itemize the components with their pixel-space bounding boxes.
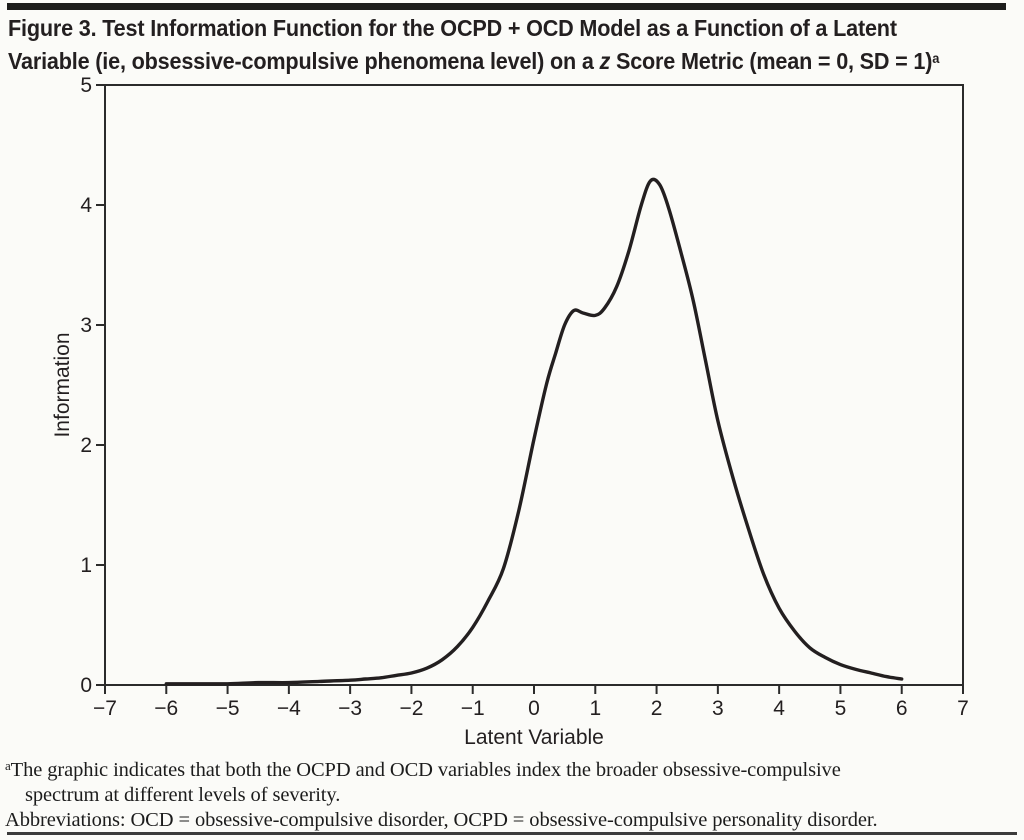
abbreviations-line: Abbreviations: OCD = obsessive-compulsiv… — [5, 809, 878, 831]
plot-area-border — [104, 84, 964, 686]
y-tick-label: 1 — [80, 554, 92, 577]
figure-title: Figure 3. Test Information Function for … — [8, 13, 1020, 76]
footnote-line-2: spectrum at different levels of severity… — [25, 784, 341, 806]
x-axis-title: Latent Variable — [464, 726, 604, 749]
x-tick-label: −3 — [338, 697, 362, 720]
x-tick-label: −2 — [399, 697, 423, 720]
information-curve — [164, 177, 904, 686]
x-axis-ticks — [104, 685, 964, 694]
y-tick-label: 0 — [80, 674, 92, 697]
y-axis-title: Information — [51, 332, 74, 437]
title-text: Score Metric (mean = 0, SD = 1) — [610, 48, 933, 74]
x-tick-label: −7 — [93, 697, 117, 720]
y-tick-label: 4 — [80, 194, 92, 217]
x-tick-label: 3 — [712, 697, 724, 720]
title-text: Variable (ie, obsessive-compulsive pheno… — [8, 48, 600, 74]
x-tick-label: 5 — [835, 697, 847, 720]
x-tick-label: −1 — [461, 697, 485, 720]
bottom-rule — [7, 832, 1017, 835]
figure-footnotes: aThe graphic indicates that both the OCP… — [5, 753, 878, 833]
y-tick-label: 5 — [80, 74, 92, 97]
x-tick-label: 4 — [773, 697, 785, 720]
figure-title-line1: Figure 3. Test Information Function for … — [8, 15, 897, 41]
footnote-marker: a — [5, 758, 11, 773]
x-tick-label: −6 — [154, 697, 178, 720]
top-rule — [7, 3, 1006, 10]
y-tick-label: 3 — [80, 314, 92, 337]
x-tick-label: −5 — [216, 697, 240, 720]
x-tick-label: 6 — [896, 697, 908, 720]
footnote-text: The graphic indicates that both the OCPD… — [10, 759, 841, 781]
x-tick-label: 1 — [589, 697, 601, 720]
x-axis-tick-labels: −7 −6 −5 −4 −3 −2 −1 0 1 2 3 4 5 6 7 — [93, 697, 969, 720]
footnote-line-1: aThe graphic indicates that both the OCP… — [5, 753, 878, 783]
x-tick-label: 0 — [528, 697, 540, 720]
x-tick-label: 2 — [651, 697, 663, 720]
y-axis-ticks — [96, 84, 105, 686]
x-tick-label: −4 — [277, 697, 301, 720]
figure-title-line2: Variable (ie, obsessive-compulsive pheno… — [8, 43, 939, 76]
x-tick-label: 7 — [957, 697, 969, 720]
y-axis-tick-labels: 0 1 2 3 4 5 — [80, 74, 92, 697]
title-italic-z: z — [599, 48, 611, 74]
title-footnote-marker: a — [932, 50, 940, 66]
y-tick-label: 2 — [80, 434, 92, 457]
